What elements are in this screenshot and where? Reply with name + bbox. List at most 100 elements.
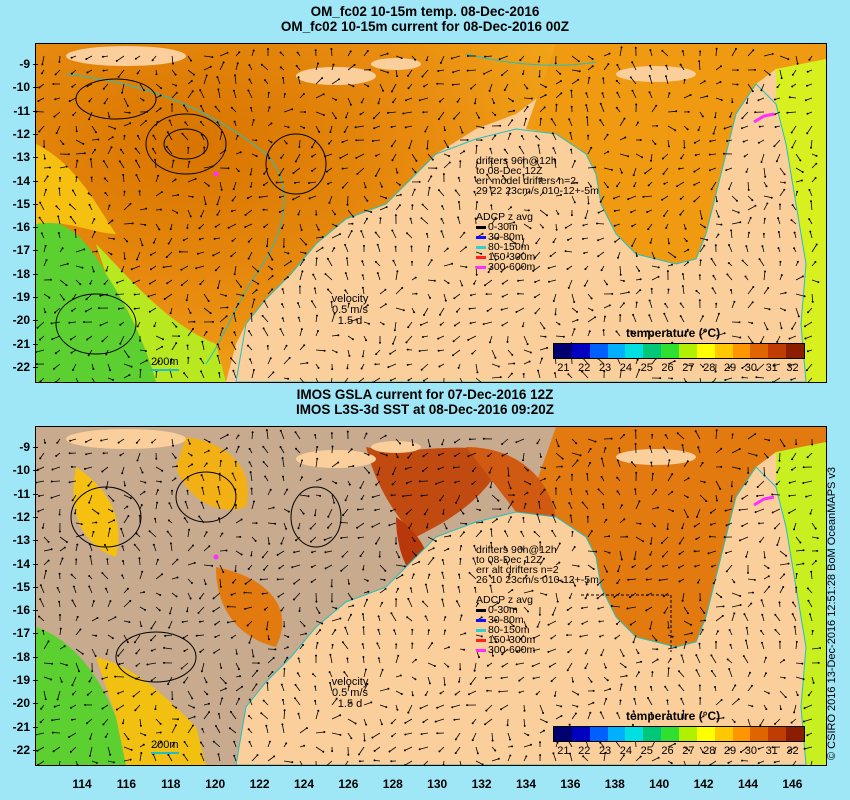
velocity-arrowhead (582, 755, 585, 758)
velocity-arrowhead (759, 540, 762, 543)
velocity-arrowhead (390, 145, 393, 148)
velocity-arrow (731, 221, 741, 225)
velocity-arrowhead (562, 335, 565, 338)
velocity-arrow (411, 561, 420, 566)
velocity-arrowhead (495, 640, 498, 643)
velocity-arrow (490, 542, 493, 552)
velocity-arrow (90, 556, 93, 566)
velocity-arrow (651, 757, 659, 762)
velocity-arrowhead (181, 621, 184, 623)
velocity-arrow (491, 376, 501, 379)
velocity-arrow (379, 195, 387, 199)
velocity-arrow (600, 648, 605, 656)
velocity-arrowhead (500, 270, 503, 273)
velocity-arrow (52, 718, 61, 721)
velocity-arrow (135, 704, 141, 711)
velocity-arrowhead (115, 59, 118, 62)
velocity-arrowhead (396, 708, 399, 711)
velocity-arrow (427, 676, 431, 684)
velocity-arrow (135, 160, 141, 169)
velocity-arrow (391, 230, 397, 239)
velocity-arrow (699, 237, 708, 241)
velocity-arrowhead (114, 616, 117, 619)
velocity-arrow (614, 592, 621, 598)
velocity-arrowhead (140, 625, 143, 628)
velocity-arrow (315, 349, 325, 352)
velocity-arrow (43, 690, 47, 700)
velocity-arrow (611, 605, 621, 608)
velocity-arrowhead (129, 202, 132, 205)
velocity-arrow (341, 564, 349, 572)
velocity-arrow (501, 307, 509, 310)
velocity-arrowhead (127, 515, 130, 517)
velocity-arrowhead (756, 369, 759, 371)
velocity-arrowhead (121, 722, 124, 725)
velocity-arrowhead (101, 707, 104, 710)
velocity-arrowhead (674, 742, 676, 745)
velocity-arrowhead (456, 310, 458, 313)
velocity-arrowhead (536, 442, 539, 445)
velocity-arrow (597, 251, 605, 257)
velocity-arrow (490, 480, 493, 488)
velocity-arrow (263, 564, 269, 571)
velocity-arrowhead (690, 632, 693, 635)
velocity-arrowhead (174, 456, 177, 459)
velocity-arrow (747, 335, 753, 343)
velocity-arrow (504, 83, 509, 91)
velocity-arrowhead (634, 685, 637, 688)
velocity-arrowhead (168, 502, 171, 505)
velocity-arrow (424, 125, 429, 132)
velocity-arrow (582, 357, 589, 365)
velocity-arrowhead (768, 439, 771, 442)
velocity-arrow (58, 188, 61, 197)
velocity-arrow (171, 452, 176, 459)
velocity-arrow (779, 690, 786, 698)
velocity-arrowhead (58, 187, 61, 190)
velocity-arrowhead (698, 642, 701, 645)
velocity-arrow (682, 592, 685, 601)
velocity-arrowhead (199, 650, 202, 653)
velocity-arrowhead (786, 111, 789, 114)
velocity-arrow (757, 363, 765, 371)
velocity-arrowhead (522, 158, 525, 161)
velocity-arrowhead (467, 338, 470, 341)
velocity-arrowhead (503, 148, 506, 151)
velocity-arrow (619, 648, 624, 657)
velocity-arrowhead (480, 530, 483, 533)
velocity-arrowhead (36, 468, 39, 471)
velocity-arrowhead (802, 562, 805, 565)
velocity-arrow (795, 180, 802, 183)
velocity-arrowhead (806, 70, 809, 73)
velocity-arrow (315, 642, 318, 650)
velocity-arrowhead (616, 476, 619, 479)
velocity-arrowhead (642, 540, 645, 543)
velocity-arrow (483, 69, 493, 75)
velocity-arrowhead (501, 282, 504, 285)
velocity-arrow (651, 358, 657, 365)
velocity-arrowhead (230, 106, 233, 109)
velocity-arrow (804, 746, 813, 750)
velocity-arrowhead (169, 542, 172, 545)
velocity-arrowhead (341, 641, 344, 644)
velocity-arrowhead (783, 188, 786, 191)
velocity-arrow (347, 718, 356, 724)
velocity-arrowhead (742, 140, 745, 143)
velocity-arrow (235, 686, 243, 692)
velocity-arrow (649, 620, 653, 629)
velocity-arrowhead (95, 761, 98, 764)
velocity-arrowhead (809, 613, 811, 616)
velocity-arrow (646, 606, 653, 611)
velocity-arrow (54, 111, 61, 117)
velocity-arrowhead (613, 209, 616, 212)
velocity-arrowhead (423, 85, 426, 88)
cbar-tick: 32 (786, 362, 799, 374)
velocity-arrowhead (135, 532, 138, 535)
velocity-arrowhead (630, 461, 633, 464)
velocity-arrow (346, 258, 349, 267)
velocity-arrowhead (396, 171, 399, 174)
velocity-arrows (36, 429, 822, 765)
velocity-arrow (484, 279, 493, 286)
velocity-arrowhead (361, 643, 364, 646)
velocity-arrow (228, 223, 237, 229)
bottom-title-line2: IMOS L3S-3d SST at 08-Dec-2016 09:20Z (295, 402, 555, 417)
